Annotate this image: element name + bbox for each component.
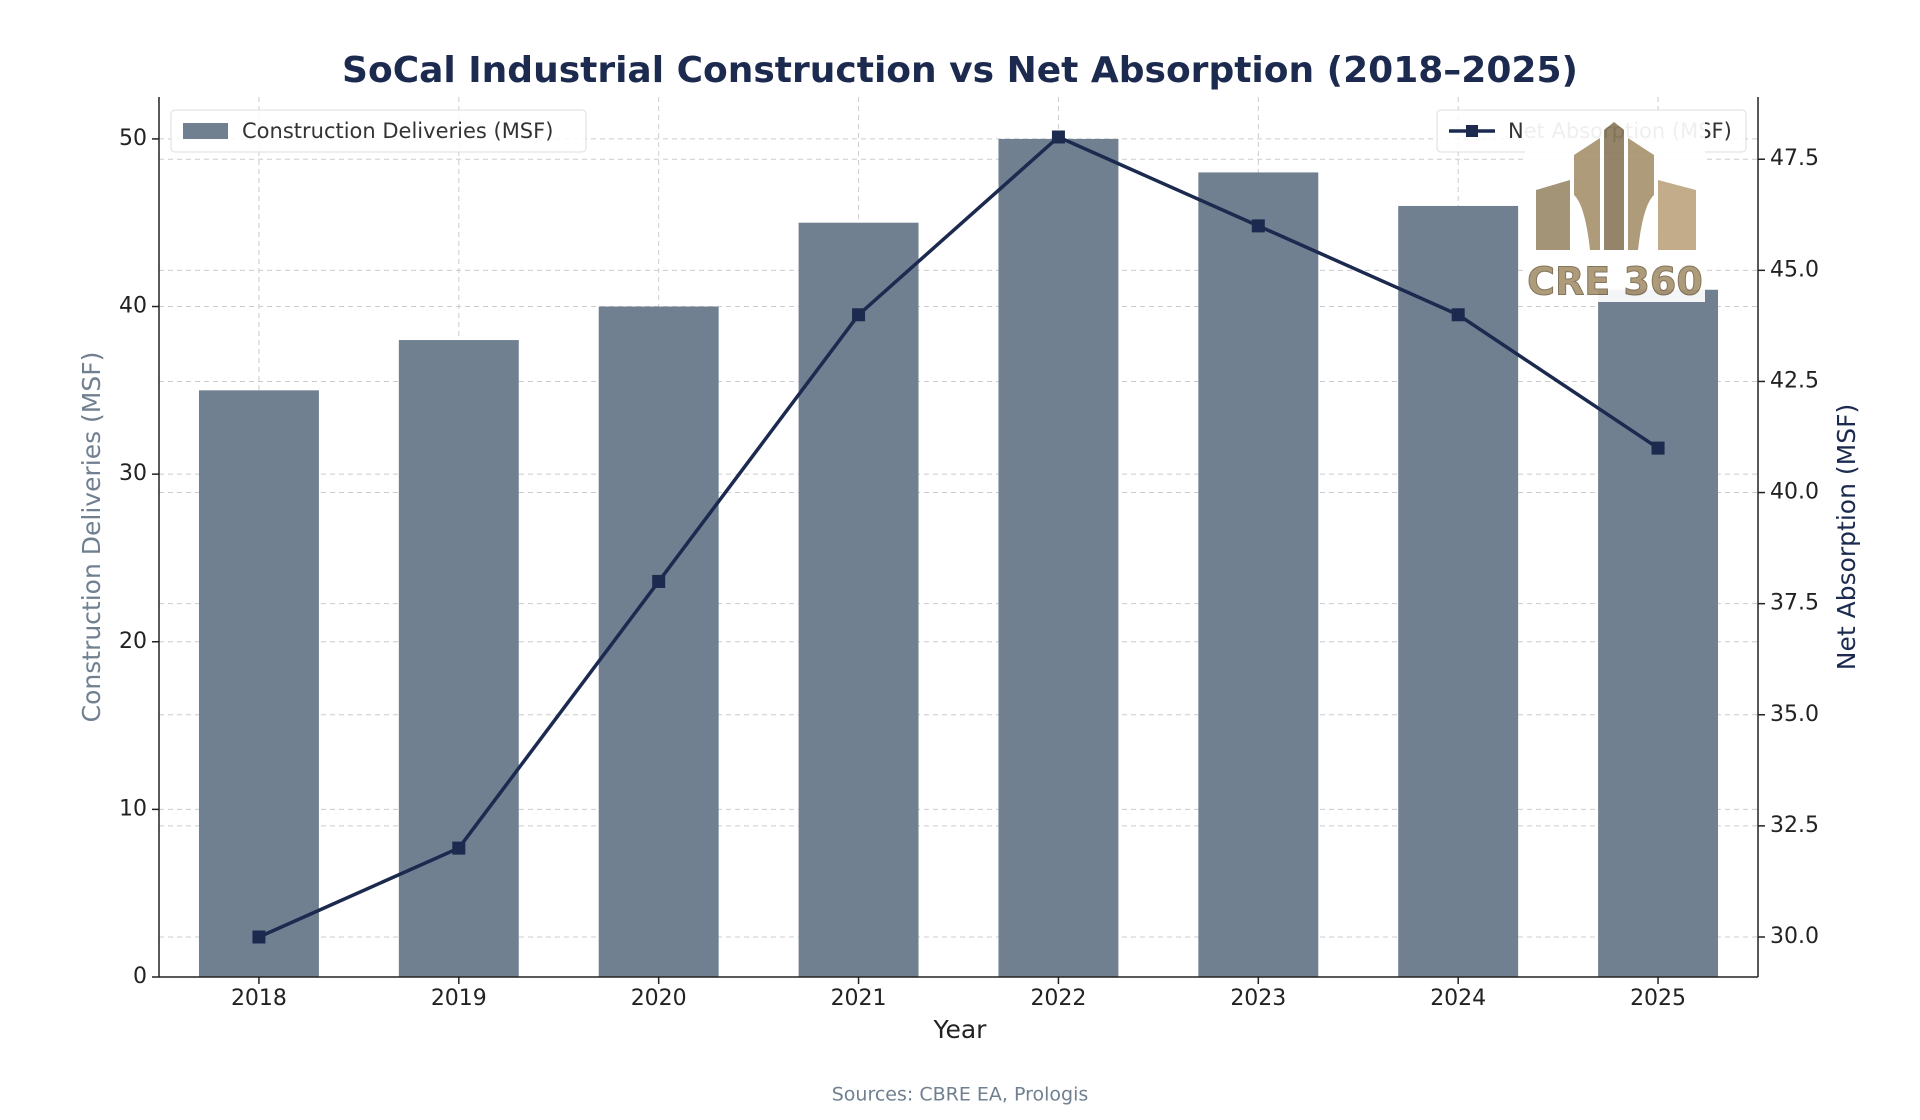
legend-swatch: [1466, 125, 1478, 137]
logo-shape: [1574, 138, 1600, 250]
x-axis-label: Year: [933, 1015, 988, 1044]
line-marker: [1051, 130, 1065, 144]
bar: [798, 222, 919, 977]
y-tick-label: 50: [119, 126, 147, 151]
y2-tick-label: 42.5: [1770, 368, 1819, 393]
x-tick-label: 2024: [1430, 986, 1486, 1011]
y2-tick-label: 30.0: [1770, 924, 1819, 949]
y-axis-label: Construction Deliveries (MSF): [77, 352, 106, 723]
bar: [398, 340, 519, 977]
x-tick-label: 2023: [1230, 986, 1286, 1011]
x-tick-label: 2021: [831, 986, 887, 1011]
line-marker: [1451, 308, 1465, 322]
y2-tick-label: 35.0: [1770, 702, 1819, 727]
line-marker: [252, 930, 266, 944]
line-marker: [1651, 441, 1665, 455]
y2-tick-label: 47.5: [1770, 146, 1819, 171]
y2-tick-label: 32.5: [1770, 813, 1819, 838]
logo-shape: [1658, 180, 1696, 250]
y2-tick-label: 37.5: [1770, 591, 1819, 616]
logo-shape: [1628, 138, 1654, 250]
x-tick-label: 2019: [431, 986, 487, 1011]
logo-shape: [1536, 180, 1570, 250]
y2-tick-label: 45.0: [1770, 257, 1819, 282]
line-marker: [452, 841, 466, 855]
legend: Construction Deliveries (MSF): [170, 109, 587, 153]
line: [258, 134, 1660, 939]
y-tick-label: 0: [133, 964, 147, 989]
bar: [198, 390, 319, 977]
y-tick-label: 30: [119, 461, 147, 486]
bar: [1198, 172, 1319, 977]
line-marker: [1251, 219, 1265, 233]
bar: [998, 138, 1119, 977]
legend-label: Construction Deliveries (MSF): [242, 119, 553, 143]
chart-title: SoCal Industrial Construction vs Net Abs…: [342, 50, 1578, 91]
y-tick-label: 40: [119, 294, 147, 319]
logo-shape: [1604, 122, 1624, 250]
x-tick-label: 2018: [231, 986, 287, 1011]
line-marker: [652, 574, 666, 588]
legend-box: [170, 109, 587, 153]
bar: [1598, 289, 1719, 977]
line-marker: [852, 308, 866, 322]
source-note: Sources: CBRE EA, Prologis: [832, 1084, 1089, 1106]
y2-axis-label: Net Absorption (MSF): [1832, 404, 1861, 670]
y-tick-label: 10: [119, 796, 147, 821]
legend-swatch: [183, 123, 228, 139]
plot-area: 0 10 20 30 40 50 30.0 32.5 35.0 37.5 40.0 42.5 45.0 4…: [119, 97, 1819, 1011]
y-tick-label: 20: [119, 629, 147, 654]
bar: [598, 306, 719, 977]
logo-text: CRE 360: [1527, 260, 1703, 304]
y2-tick-label: 40.0: [1770, 480, 1819, 505]
x-tick-label: 2020: [631, 986, 687, 1011]
bar: [1398, 205, 1519, 977]
x-tick-label: 2022: [1030, 986, 1086, 1011]
x-tick-label: 2025: [1630, 986, 1686, 1011]
logo: CRE 360: [1525, 112, 1705, 304]
